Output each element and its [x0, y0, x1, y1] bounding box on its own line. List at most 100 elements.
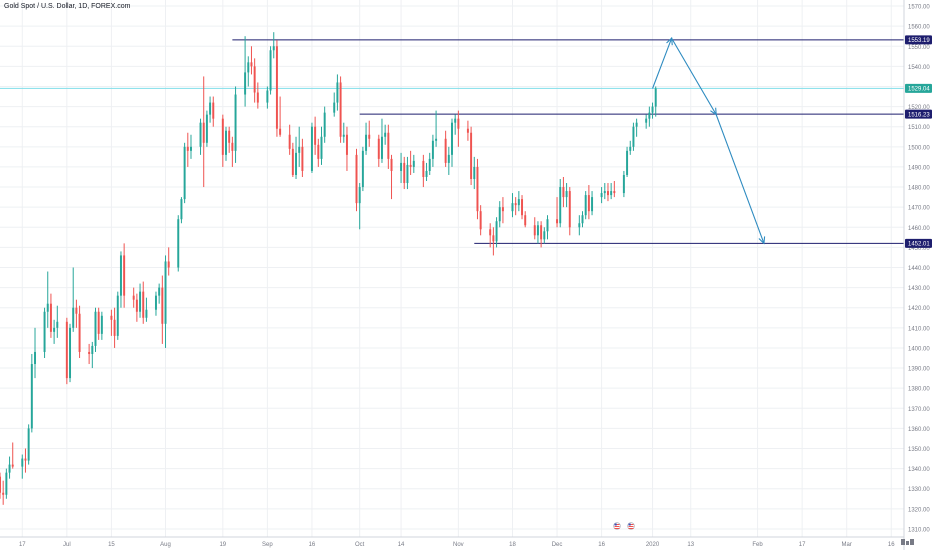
- candle-bullish[interactable]: [116, 291, 119, 340]
- candle-bearish[interactable]: [470, 126, 473, 186]
- candle-bullish[interactable]: [21, 454, 24, 479]
- candle-bullish[interactable]: [365, 122, 368, 155]
- candle-bullish[interactable]: [158, 283, 161, 304]
- candle-bearish[interactable]: [387, 124, 390, 169]
- candle-bearish[interactable]: [476, 158, 479, 220]
- candle-bearish[interactable]: [540, 221, 543, 248]
- candle-bearish[interactable]: [422, 154, 425, 188]
- candle-bearish[interactable]: [556, 197, 559, 228]
- candle-bullish[interactable]: [543, 227, 546, 244]
- candle-bearish[interactable]: [78, 305, 81, 358]
- candle-bullish[interactable]: [177, 215, 180, 272]
- candle-bearish[interactable]: [110, 309, 113, 336]
- candle-bearish[interactable]: [409, 150, 412, 175]
- candle-bearish[interactable]: [533, 217, 536, 240]
- candle-bullish[interactable]: [94, 307, 97, 352]
- candle-bearish[interactable]: [221, 114, 224, 167]
- candle-bullish[interactable]: [205, 110, 208, 147]
- candle-bearish[interactable]: [75, 299, 78, 328]
- candle-bullish[interactable]: [517, 191, 520, 212]
- candle-bullish[interactable]: [622, 170, 625, 198]
- candle-bullish[interactable]: [30, 353, 33, 433]
- candle-bullish[interactable]: [565, 183, 568, 208]
- candle-bearish[interactable]: [65, 317, 68, 385]
- candle-bullish[interactable]: [336, 74, 339, 111]
- candle-bearish[interactable]: [339, 76, 342, 143]
- candle-bullish[interactable]: [632, 122, 635, 151]
- candle-bearish[interactable]: [466, 120, 469, 141]
- candle-bullish[interactable]: [72, 267, 75, 332]
- candle-bullish[interactable]: [69, 323, 72, 383]
- candle-bearish[interactable]: [301, 138, 304, 177]
- candle-bullish[interactable]: [451, 118, 453, 167]
- candle-bullish[interactable]: [412, 154, 415, 173]
- candle-bearish[interactable]: [167, 247, 170, 276]
- candle-bullish[interactable]: [27, 424, 30, 465]
- candle-bullish[interactable]: [266, 86, 269, 109]
- candle-bullish[interactable]: [511, 193, 514, 218]
- candle-bullish[interactable]: [180, 197, 183, 224]
- candle-bearish[interactable]: [142, 281, 145, 324]
- candle-bullish[interactable]: [272, 32, 275, 59]
- candle-bearish[interactable]: [501, 197, 504, 224]
- candle-bullish[interactable]: [269, 46, 272, 95]
- candle-bullish[interactable]: [358, 183, 361, 230]
- candle-bullish[interactable]: [610, 183, 613, 200]
- candle-bullish[interactable]: [333, 92, 336, 117]
- candle-bearish[interactable]: [2, 480, 5, 505]
- candle-bullish[interactable]: [648, 106, 651, 127]
- candle-bearish[interactable]: [275, 40, 278, 137]
- candle-bullish[interactable]: [473, 156, 476, 190]
- candle-bullish[interactable]: [546, 215, 549, 240]
- candle-bullish[interactable]: [435, 110, 438, 147]
- candle-bearish[interactable]: [489, 223, 492, 248]
- candle-bullish[interactable]: [581, 211, 584, 228]
- candle-bullish[interactable]: [635, 118, 638, 137]
- candle-bearish[interactable]: [186, 132, 189, 167]
- candle-bullish[interactable]: [139, 283, 142, 318]
- candle-bearish[interactable]: [377, 134, 380, 167]
- candle-bullish[interactable]: [626, 146, 629, 177]
- candle-bullish[interactable]: [400, 152, 403, 184]
- candle-bearish[interactable]: [403, 156, 406, 190]
- candle-bullish[interactable]: [654, 86, 657, 117]
- candle-bearish[interactable]: [606, 183, 609, 202]
- candle-bearish[interactable]: [88, 343, 91, 365]
- candle-bearish[interactable]: [368, 120, 371, 147]
- candle-bearish[interactable]: [97, 307, 100, 340]
- candle-bearish[interactable]: [492, 227, 495, 256]
- candle-bullish[interactable]: [295, 136, 298, 179]
- candle-bullish[interactable]: [629, 140, 632, 155]
- candle-bullish[interactable]: [498, 201, 501, 228]
- candle-bearish[interactable]: [279, 96, 282, 137]
- candle-bullish[interactable]: [603, 183, 606, 200]
- candle-bullish[interactable]: [234, 86, 237, 163]
- candle-bearish[interactable]: [291, 142, 294, 177]
- candle-bearish[interactable]: [49, 293, 52, 338]
- candle-bearish[interactable]: [613, 181, 616, 198]
- candle-bearish[interactable]: [231, 136, 234, 167]
- candle-bearish[interactable]: [521, 195, 524, 220]
- candle-bullish[interactable]: [406, 156, 409, 190]
- candle-bullish[interactable]: [247, 56, 250, 87]
- candle-bearish[interactable]: [562, 176, 565, 208]
- tradingview-logo-icon[interactable]: [901, 539, 914, 545]
- candle-bullish[interactable]: [8, 456, 11, 479]
- candle-bearish[interactable]: [444, 130, 447, 167]
- candle-bullish[interactable]: [145, 297, 148, 322]
- candle-bearish[interactable]: [587, 185, 590, 220]
- candle-bullish[interactable]: [578, 215, 581, 236]
- candle-bullish[interactable]: [454, 114, 457, 135]
- candle-bullish[interactable]: [225, 126, 227, 161]
- candle-bearish[interactable]: [568, 187, 571, 236]
- candle-bullish[interactable]: [559, 179, 562, 228]
- candle-bullish[interactable]: [361, 146, 364, 192]
- candle-bullish[interactable]: [425, 162, 428, 182]
- candle-bearish[interactable]: [288, 124, 291, 155]
- candle-bearish[interactable]: [161, 275, 164, 344]
- candle-bullish[interactable]: [651, 102, 654, 119]
- candle-bullish[interactable]: [600, 187, 603, 204]
- candle-bullish[interactable]: [591, 191, 594, 216]
